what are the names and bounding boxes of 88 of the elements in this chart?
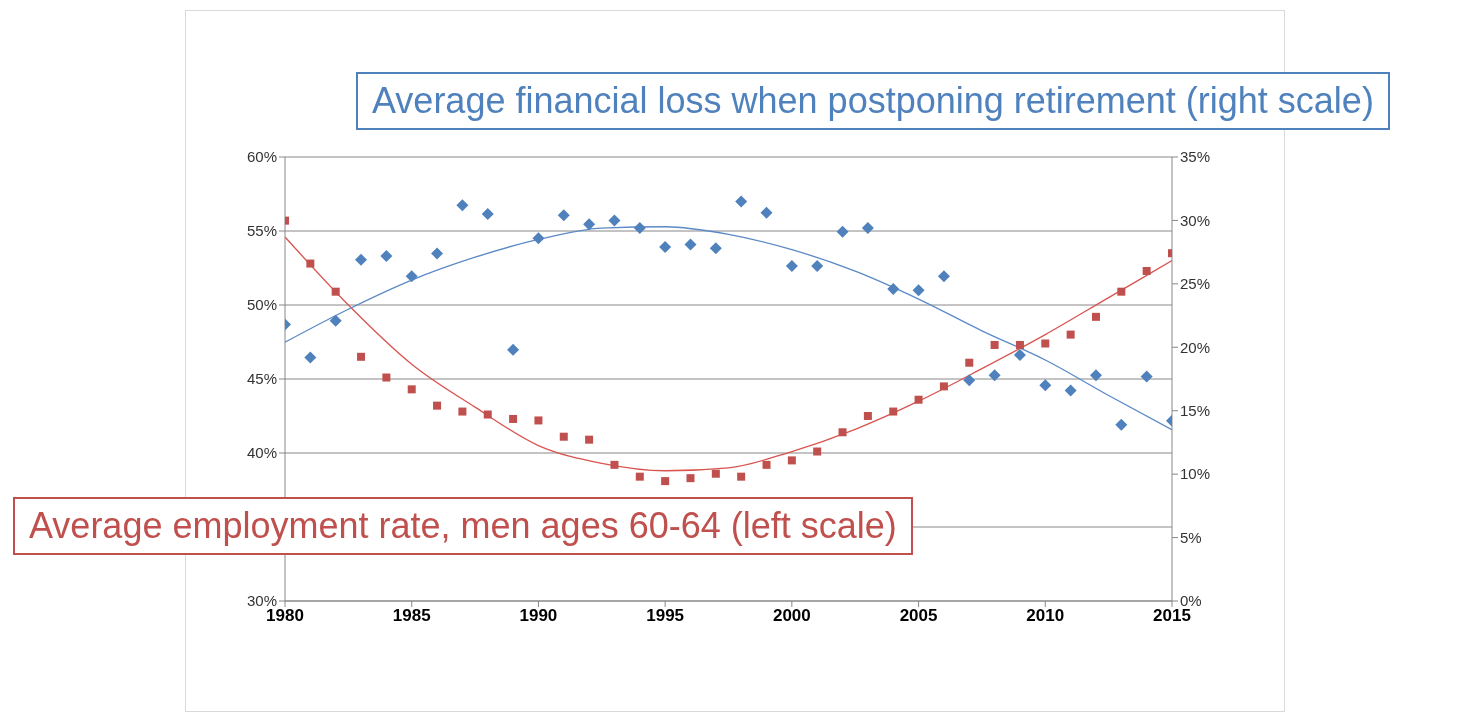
point <box>1140 370 1153 383</box>
point <box>583 218 596 231</box>
point <box>889 407 898 416</box>
x-tick-label: 2000 <box>772 606 811 626</box>
point <box>684 238 697 251</box>
point <box>912 284 925 297</box>
point <box>1066 330 1075 339</box>
text: Average financial loss when postponing retirement (right scale) <box>356 72 1390 130</box>
point <box>608 214 621 227</box>
point <box>380 249 393 262</box>
point <box>433 401 442 410</box>
point <box>382 373 391 382</box>
point <box>456 199 469 212</box>
x-tick-label: 1990 <box>519 606 558 626</box>
point <box>557 209 570 222</box>
point <box>610 460 619 469</box>
point <box>1142 266 1151 275</box>
point <box>635 472 644 481</box>
y-tick-label: 50% <box>246 296 277 314</box>
point <box>861 222 874 235</box>
y2-tick-label: 35% <box>1180 148 1211 166</box>
point <box>914 395 923 404</box>
point <box>534 416 543 425</box>
point <box>785 260 798 273</box>
point <box>1039 379 1052 392</box>
point <box>532 232 545 245</box>
point <box>937 270 950 283</box>
point <box>988 369 1001 382</box>
point <box>1091 312 1100 321</box>
point <box>787 456 796 465</box>
y-tick-label: 45% <box>246 370 277 388</box>
point <box>1041 339 1050 348</box>
point <box>633 222 646 235</box>
point <box>965 358 974 367</box>
point <box>304 351 317 364</box>
point <box>559 432 568 441</box>
point <box>458 407 467 416</box>
y2-tick-label: 5% <box>1180 528 1202 546</box>
point <box>813 447 822 456</box>
point <box>661 477 670 486</box>
point <box>329 314 342 327</box>
x-tick-label: 2005 <box>899 606 938 626</box>
y2-tick-label: 30% <box>1180 211 1211 229</box>
point <box>709 242 722 255</box>
x-tick-label: 1995 <box>646 606 685 626</box>
y-tick-label: 40% <box>246 444 277 462</box>
point <box>939 382 948 391</box>
point <box>686 474 695 483</box>
point <box>659 241 672 254</box>
point <box>836 225 849 238</box>
point <box>306 259 315 268</box>
point <box>737 472 746 481</box>
point <box>355 253 368 266</box>
point <box>735 195 748 208</box>
point <box>431 247 444 260</box>
point <box>357 352 366 361</box>
point <box>509 414 518 423</box>
point <box>1089 369 1102 382</box>
point <box>990 340 999 349</box>
point <box>331 287 340 296</box>
point <box>1064 384 1077 397</box>
point <box>1115 418 1128 431</box>
text: Average employment rate, men ages 60-64 (left scale) <box>13 497 913 555</box>
x-tick-label: 1985 <box>392 606 431 626</box>
point <box>1013 348 1026 361</box>
y-tick-label: 60% <box>246 148 277 166</box>
point <box>481 208 494 221</box>
point <box>585 435 594 444</box>
point <box>762 460 771 469</box>
point <box>811 260 824 273</box>
point <box>407 385 416 394</box>
point <box>507 343 520 356</box>
point <box>483 410 492 419</box>
x-tick-label: 2010 <box>1026 606 1065 626</box>
point <box>1117 287 1126 296</box>
point <box>711 469 720 478</box>
point <box>963 374 976 387</box>
point <box>760 206 773 219</box>
y-tick-label: 55% <box>246 222 277 240</box>
y2-tick-label: 20% <box>1180 338 1211 356</box>
y2-tick-label: 25% <box>1180 275 1211 293</box>
point <box>405 270 418 283</box>
y2-tick-label: 15% <box>1180 402 1211 420</box>
point <box>863 412 872 420</box>
point <box>1015 340 1024 349</box>
point <box>887 282 900 295</box>
y2-tick-label: 10% <box>1180 465 1211 483</box>
point <box>838 428 847 437</box>
